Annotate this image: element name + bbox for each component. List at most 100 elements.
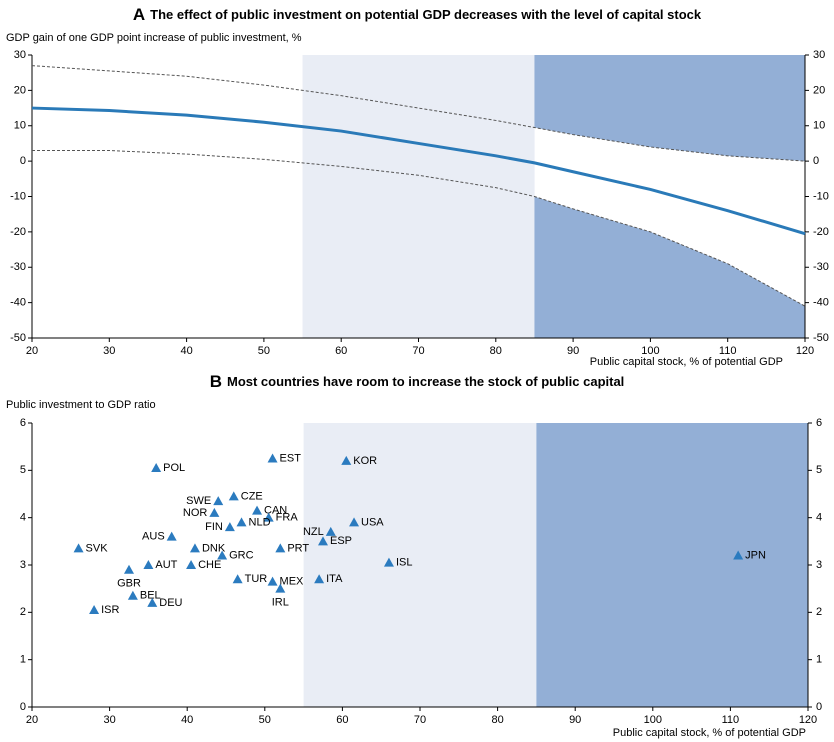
y-tick-label: 1 (20, 654, 26, 666)
point-label: SVK (86, 542, 109, 554)
y2-tick-label: 6 (816, 417, 822, 429)
line-series (32, 150, 806, 307)
y-tick-label: 3 (20, 559, 26, 571)
point-label: NLD (249, 516, 271, 528)
point (143, 560, 154, 569)
point-label: AUS (142, 531, 165, 543)
x-tick-label: 40 (180, 345, 192, 357)
point (224, 522, 235, 532)
point-label: DNK (202, 542, 226, 554)
point-label: ITA (326, 573, 343, 585)
point (213, 496, 224, 506)
x-tick-label: 70 (414, 714, 426, 726)
point-label: DEU (159, 597, 182, 609)
y-tick-label: 5 (20, 464, 26, 476)
point-label: SWE (186, 495, 211, 507)
point (349, 517, 360, 527)
point (325, 526, 336, 536)
point (89, 604, 100, 614)
point-label: MEX (280, 575, 305, 587)
title-text: The effect of public investment on poten… (150, 7, 702, 22)
y-tick-label: -50 (10, 332, 26, 344)
point-label: GBR (117, 578, 141, 590)
y-tick-label: -30 (10, 261, 26, 273)
chart-title: A The effect of public investment on pote… (133, 5, 702, 24)
point-label: NZL (303, 526, 324, 538)
point (267, 453, 278, 463)
y2-tick-label: 3 (816, 559, 822, 571)
x-tick-label: 110 (722, 714, 740, 726)
y2-tick-label: -20 (813, 226, 829, 238)
chart-title: B Most countries have room to increase th… (210, 372, 625, 391)
point-label: NOR (183, 507, 208, 519)
point (252, 505, 263, 515)
x-tick-label: 110 (719, 345, 737, 357)
y-axis-label: GDP gain of one GDP point increase of pu… (6, 32, 302, 44)
x-axis-label: Public capital stock, % of potential GDP (590, 356, 783, 368)
point (275, 583, 286, 593)
point-label: CZE (241, 490, 263, 502)
x-tick-label: 30 (103, 714, 115, 726)
point (217, 550, 228, 560)
point (73, 543, 84, 553)
x-tick-label: 40 (181, 714, 193, 726)
title-text: Most countries have room to increase the… (227, 374, 624, 389)
x-tick-label: 20 (26, 714, 38, 726)
point-label: PRT (287, 542, 309, 554)
x-tick-label: 120 (799, 714, 817, 726)
x-tick-label: 100 (641, 345, 659, 357)
y2-tick-label: 1 (816, 654, 822, 666)
y2-tick-label: -30 (813, 261, 829, 273)
y2-tick-label: -50 (813, 332, 829, 344)
point-label: IRL (272, 597, 289, 609)
point (166, 531, 177, 541)
confidence-band (534, 127, 805, 307)
x-tick-label: 120 (796, 345, 814, 357)
point (232, 574, 243, 584)
point-label: JPN (745, 549, 766, 561)
x-tick-label: 50 (258, 345, 270, 357)
line-series (31, 65, 806, 162)
point (127, 590, 138, 600)
point-label: BEL (140, 590, 161, 602)
y2-tick-label: 5 (816, 464, 822, 476)
x-tick-label: 90 (567, 345, 579, 357)
y2-tick-label: 4 (816, 512, 822, 524)
x-tick-label: 100 (644, 714, 662, 726)
point-label: ISR (101, 604, 119, 616)
y2-tick-label: 30 (813, 49, 825, 61)
x-tick-label: 20 (26, 345, 38, 357)
y-tick-label: 4 (20, 512, 26, 524)
point (186, 560, 197, 569)
y-tick-label: -20 (10, 226, 26, 238)
y-tick-label: 6 (20, 417, 26, 429)
point (189, 543, 200, 553)
point (733, 550, 744, 560)
y-tick-label: 20 (14, 84, 26, 96)
y-tick-label: 30 (14, 49, 26, 61)
panel-letter: B (210, 372, 222, 391)
point-label: USA (361, 516, 384, 528)
point (267, 576, 278, 586)
point-label: TUR (245, 573, 268, 585)
point (124, 564, 134, 574)
point (151, 462, 162, 472)
y-tick-label: 10 (14, 120, 26, 132)
point (318, 536, 328, 546)
y2-tick-label: 2 (816, 606, 822, 618)
point (236, 517, 247, 527)
shaded-region (302, 55, 535, 338)
y-tick-label: 0 (20, 701, 26, 713)
x-axis-label: Public capital stock, % of potential GDP (613, 727, 806, 739)
y-tick-label: -40 (10, 297, 26, 309)
point-label: ESP (330, 535, 352, 547)
y-tick-label: 2 (20, 606, 26, 618)
point-label: FRA (276, 512, 299, 524)
x-tick-label: 60 (335, 345, 347, 357)
y-axis-label: Public investment to GDP ratio (6, 399, 156, 411)
point (228, 491, 239, 501)
y2-tick-label: 0 (816, 701, 822, 713)
point-label: ISL (396, 557, 413, 569)
x-tick-label: 80 (491, 714, 503, 726)
